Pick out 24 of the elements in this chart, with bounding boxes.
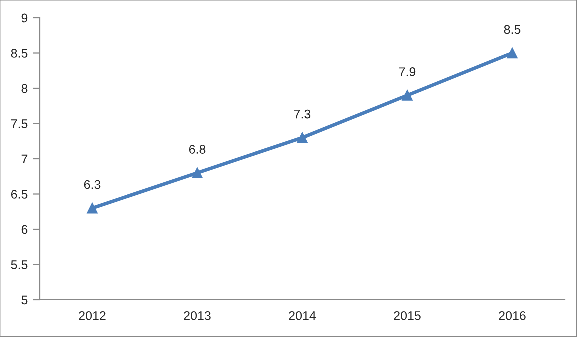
data-label: 8.5 [504, 25, 521, 34]
y-tick-label: 8.5 [11, 49, 28, 58]
y-tick-label: 7.5 [11, 120, 28, 128]
data-label: 7.3 [294, 110, 311, 119]
y-tick-label: 5 [22, 296, 28, 305]
point [87, 202, 98, 214]
y-tick-label: 7 [22, 154, 28, 164]
y-tick-label: 9 [22, 14, 28, 23]
y-tick-label: 8 [22, 84, 28, 94]
x-tick-label: 2012 [79, 311, 106, 320]
x-tick-label: 2015 [394, 311, 421, 320]
y-tick-label: 5.5 [11, 260, 28, 270]
y-tick-label: 6 [22, 225, 28, 234]
point [192, 168, 203, 178]
x-tick-label: 2014 [289, 311, 316, 320]
data-label: 6.3 [84, 180, 101, 190]
y-tick-label: 6.5 [11, 190, 28, 199]
point [297, 132, 308, 144]
x-tick-label: 2013 [184, 311, 211, 320]
x-tick-label: 2016 [499, 311, 526, 320]
point [507, 48, 518, 59]
point [402, 90, 413, 101]
data-label: 6.8 [189, 145, 206, 154]
data-label: 7.9 [399, 68, 416, 76]
